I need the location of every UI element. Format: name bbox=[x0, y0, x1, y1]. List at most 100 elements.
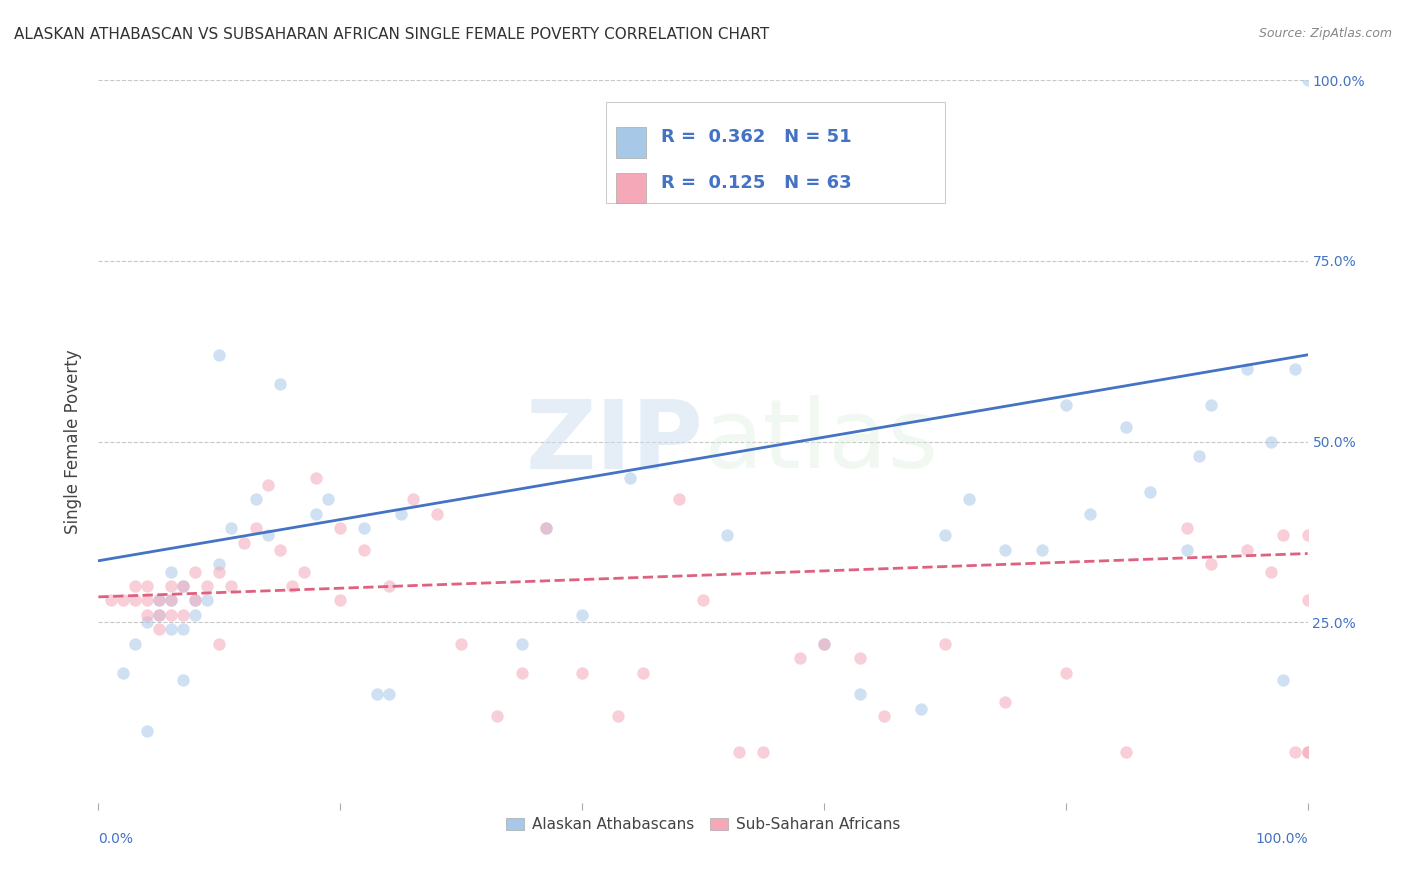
Point bbox=[1296, 745, 1319, 759]
Point bbox=[256, 528, 278, 542]
Point bbox=[813, 637, 835, 651]
Point bbox=[389, 507, 412, 521]
Point bbox=[1054, 398, 1077, 412]
Point bbox=[752, 745, 775, 759]
Point bbox=[184, 593, 207, 607]
Point bbox=[148, 593, 170, 607]
Point bbox=[1272, 673, 1295, 687]
Point bbox=[1284, 745, 1306, 759]
Point bbox=[111, 593, 134, 607]
Point bbox=[148, 607, 170, 622]
Point bbox=[619, 470, 641, 484]
Point bbox=[510, 665, 533, 680]
Point bbox=[148, 607, 170, 622]
Point bbox=[160, 593, 183, 607]
Point bbox=[957, 492, 980, 507]
Point bbox=[402, 492, 425, 507]
Point bbox=[316, 492, 339, 507]
Text: ZIP: ZIP bbox=[524, 395, 703, 488]
Point bbox=[135, 615, 157, 630]
Point bbox=[269, 376, 291, 391]
Point bbox=[221, 579, 243, 593]
Point bbox=[100, 593, 122, 607]
Point bbox=[148, 593, 170, 607]
Legend: Alaskan Athabascans, Sub-Saharan Africans: Alaskan Athabascans, Sub-Saharan African… bbox=[501, 812, 905, 838]
Point bbox=[172, 579, 194, 593]
Point bbox=[111, 665, 134, 680]
Point bbox=[994, 542, 1017, 557]
Point bbox=[1296, 593, 1319, 607]
Point bbox=[1078, 507, 1101, 521]
Point bbox=[910, 702, 932, 716]
Point bbox=[1296, 528, 1319, 542]
Point bbox=[1296, 745, 1319, 759]
Point bbox=[160, 579, 183, 593]
Point bbox=[631, 665, 654, 680]
Point bbox=[692, 593, 714, 607]
Point bbox=[160, 565, 183, 579]
Point bbox=[813, 637, 835, 651]
Point bbox=[353, 542, 375, 557]
Point bbox=[934, 528, 956, 542]
Point bbox=[1260, 565, 1282, 579]
Point bbox=[377, 687, 399, 701]
Text: 100.0%: 100.0% bbox=[1256, 831, 1308, 846]
Point bbox=[1199, 398, 1222, 412]
Point bbox=[160, 593, 183, 607]
Point bbox=[172, 607, 194, 622]
Point bbox=[1272, 528, 1295, 542]
Point bbox=[849, 651, 872, 665]
Point bbox=[208, 348, 231, 362]
Point bbox=[256, 478, 278, 492]
Point bbox=[377, 579, 399, 593]
Point bbox=[716, 528, 738, 542]
Text: atlas: atlas bbox=[703, 395, 938, 488]
Point bbox=[994, 695, 1017, 709]
Point bbox=[172, 623, 194, 637]
Point bbox=[1115, 420, 1137, 434]
Point bbox=[292, 565, 315, 579]
Point bbox=[135, 593, 157, 607]
Point bbox=[208, 558, 231, 572]
Point bbox=[148, 623, 170, 637]
Point bbox=[426, 507, 449, 521]
Point bbox=[1031, 542, 1053, 557]
Point bbox=[1260, 434, 1282, 449]
Point bbox=[221, 521, 243, 535]
Point bbox=[195, 593, 218, 607]
FancyBboxPatch shape bbox=[606, 102, 945, 203]
Point bbox=[450, 637, 472, 651]
Point bbox=[873, 709, 896, 723]
Point bbox=[668, 492, 690, 507]
Point bbox=[1188, 449, 1211, 463]
Point bbox=[849, 687, 872, 701]
Text: R =  0.362   N = 51: R = 0.362 N = 51 bbox=[661, 128, 851, 146]
Point bbox=[160, 623, 183, 637]
Point bbox=[571, 665, 593, 680]
FancyBboxPatch shape bbox=[616, 173, 647, 203]
Point bbox=[281, 579, 304, 593]
Text: ALASKAN ATHABASCAN VS SUBSAHARAN AFRICAN SINGLE FEMALE POVERTY CORRELATION CHART: ALASKAN ATHABASCAN VS SUBSAHARAN AFRICAN… bbox=[14, 27, 769, 42]
Point bbox=[934, 637, 956, 651]
Text: R =  0.125   N = 63: R = 0.125 N = 63 bbox=[661, 174, 851, 192]
Point bbox=[208, 565, 231, 579]
Point bbox=[571, 607, 593, 622]
Point bbox=[1236, 362, 1258, 376]
Point bbox=[160, 607, 183, 622]
Point bbox=[195, 579, 218, 593]
Text: Source: ZipAtlas.com: Source: ZipAtlas.com bbox=[1258, 27, 1392, 40]
Point bbox=[728, 745, 751, 759]
Point bbox=[1175, 521, 1198, 535]
Point bbox=[305, 507, 328, 521]
Point bbox=[232, 535, 254, 549]
Point bbox=[329, 521, 352, 535]
Text: 0.0%: 0.0% bbox=[98, 831, 134, 846]
FancyBboxPatch shape bbox=[616, 128, 647, 158]
Point bbox=[135, 607, 157, 622]
Point bbox=[486, 709, 509, 723]
Point bbox=[366, 687, 388, 701]
Point bbox=[1236, 542, 1258, 557]
Point bbox=[1284, 362, 1306, 376]
Point bbox=[1296, 73, 1319, 87]
Point bbox=[534, 521, 557, 535]
